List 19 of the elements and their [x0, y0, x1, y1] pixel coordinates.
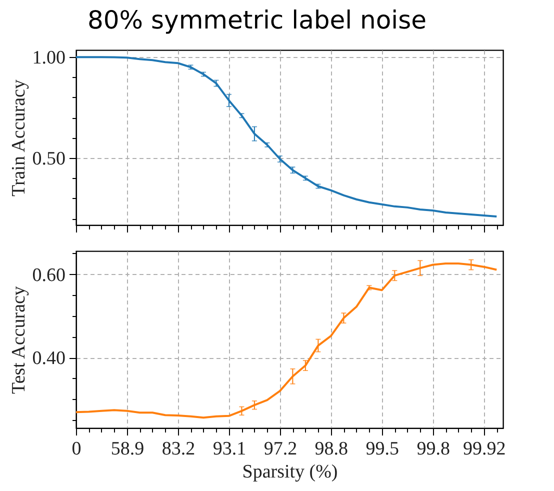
x-axis-title: Sparsity (%) [242, 462, 338, 482]
y-tick-label: 0.60 [32, 264, 66, 286]
x-tick-label: 99.5 [366, 438, 400, 460]
x-tick-label: 93.1 [212, 438, 246, 460]
x-tick-label: 83.2 [162, 438, 196, 460]
y-axis-title: Train Accuracy [8, 79, 30, 196]
y-tick-label: 0.40 [32, 348, 66, 370]
x-tick-label: 0 [72, 438, 82, 460]
line-series [76, 262, 498, 419]
x-tick-label: 99.8 [416, 438, 450, 460]
y-tick-label: 0.50 [32, 148, 66, 170]
y-axis-title: Test Accuracy [8, 286, 30, 394]
line-series [76, 56, 498, 218]
chart-title: 80% symmetric label noise [87, 5, 427, 34]
x-tick-label: 98.8 [314, 438, 348, 460]
x-tick-label: 99.92 [463, 438, 506, 460]
x-tick-label: 58.9 [110, 438, 144, 460]
x-tick-label: 97.2 [264, 438, 298, 460]
y-tick-label: 1.00 [32, 48, 66, 69]
